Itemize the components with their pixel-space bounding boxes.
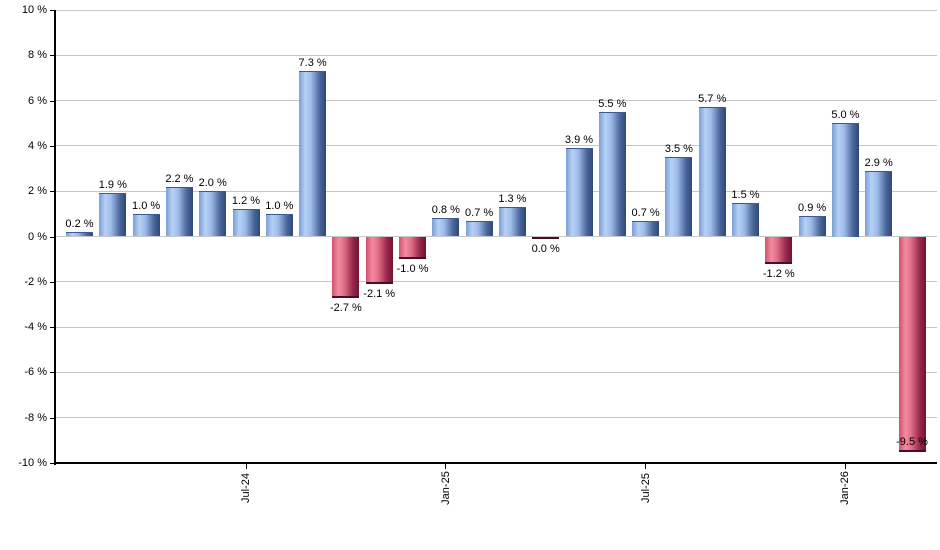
bar: [432, 218, 460, 237]
y-axis-tick: [50, 463, 54, 464]
bar: [132, 213, 160, 237]
y-axis-tick: [50, 10, 54, 11]
x-axis-tick: [844, 464, 846, 469]
bar: [632, 220, 660, 237]
gridline: [54, 417, 937, 419]
bar-value-label: 2.9 %: [864, 156, 893, 169]
bar: [898, 236, 926, 452]
bar-value-label: 0.7 %: [631, 206, 660, 219]
y-axis-label: -2 %: [24, 275, 47, 288]
y-axis-label: -4 %: [24, 321, 47, 334]
bar-value-label: 0.7 %: [465, 206, 494, 219]
bar-value-label: 0.8 %: [431, 204, 460, 217]
x-axis-label: Jul-25: [639, 473, 652, 503]
x-axis-label: Jan-26: [839, 471, 852, 505]
x-axis-tick: [245, 464, 247, 469]
gridline: [54, 54, 937, 56]
gridline: [54, 236, 937, 237]
y-axis-label: 0 %: [28, 230, 47, 243]
y-axis-tick: [50, 327, 54, 329]
y-axis-label: -6 %: [24, 366, 47, 379]
bar-value-label: 1.3 %: [498, 193, 527, 206]
y-axis-tick: [50, 191, 54, 193]
gridline: [54, 371, 937, 373]
bar: [465, 220, 493, 237]
bar-value-label: 7.3 %: [298, 57, 327, 70]
bar-value-label: -1.0 %: [396, 263, 429, 276]
bar: [732, 202, 759, 237]
y-axis-tick: [50, 281, 54, 283]
bar: [365, 236, 393, 285]
bar-value-label: 1.0 %: [265, 199, 294, 212]
y-axis-tick: [50, 145, 54, 147]
bar-value-label: 1.0 %: [132, 199, 161, 212]
y-axis-tick: [50, 372, 54, 374]
y-axis-tick: [50, 417, 54, 419]
y-axis-label: -10 %: [18, 457, 47, 469]
bar: [99, 193, 127, 237]
bar-value-label: 0.9 %: [798, 202, 827, 215]
bar: [765, 236, 793, 264]
y-axis-label: -8 %: [24, 411, 47, 424]
bar-value-label: 5.5 %: [598, 97, 627, 110]
bar-value-label: 5.7 %: [698, 93, 727, 106]
bar-value-label: 3.9 %: [564, 134, 594, 147]
bar: [399, 236, 426, 260]
gridline: [54, 9, 937, 11]
bar-value-label: -9.5 %: [896, 435, 928, 448]
gridline: [54, 100, 937, 102]
bar: [798, 216, 826, 237]
x-axis-tick: [645, 464, 647, 469]
bar: [265, 213, 293, 237]
bar-value-label: -2.1 %: [363, 288, 396, 301]
bar-value-label: 1.5 %: [731, 188, 760, 201]
bar: [232, 209, 260, 237]
bar-value-label: 0.0 %: [531, 242, 560, 255]
x-axis-label: Jul-24: [240, 473, 252, 503]
y-axis-label: 2 %: [28, 185, 47, 198]
bar: [532, 236, 560, 239]
bar: [199, 191, 227, 237]
bar-value-label: 5.0 %: [831, 109, 860, 122]
gridline: [54, 326, 937, 328]
bar-value-label: 1.9 %: [98, 179, 127, 192]
x-axis: [54, 462, 937, 464]
gridline: [54, 190, 937, 192]
y-axis-tick: [50, 100, 54, 102]
bar: [299, 71, 327, 237]
bar: [698, 107, 726, 237]
x-axis-label: Jan-25: [439, 471, 452, 505]
bar: [165, 186, 193, 237]
y-axis-tick: [50, 55, 54, 57]
bar: [831, 123, 859, 237]
bar: [665, 157, 693, 237]
y-axis-label: 8 %: [28, 49, 47, 62]
bar: [565, 148, 593, 237]
bar: [498, 207, 526, 237]
bar-value-label: 1.2 %: [231, 195, 261, 208]
bar-value-label: 3.5 %: [664, 143, 693, 156]
bar-value-label: 2.0 %: [198, 177, 227, 190]
y-axis-tick: [50, 236, 54, 238]
y-axis-label: 10 %: [21, 4, 47, 16]
y-axis-label: 4 %: [28, 139, 47, 152]
y-axis: [54, 10, 56, 465]
bar-value-label: -2.7 %: [329, 301, 362, 314]
bar-value-label: 2.2 %: [165, 172, 194, 185]
bar: [332, 236, 360, 298]
bar: [598, 111, 626, 237]
bar-value-label: 0.2 %: [65, 217, 94, 230]
bar: [66, 231, 93, 237]
gridline: [54, 281, 937, 283]
y-axis-label: 6 %: [28, 94, 47, 107]
bar-value-label: -1.2 %: [762, 267, 795, 280]
gridline: [54, 145, 937, 147]
x-axis-tick: [445, 464, 447, 469]
bar: [865, 170, 893, 237]
